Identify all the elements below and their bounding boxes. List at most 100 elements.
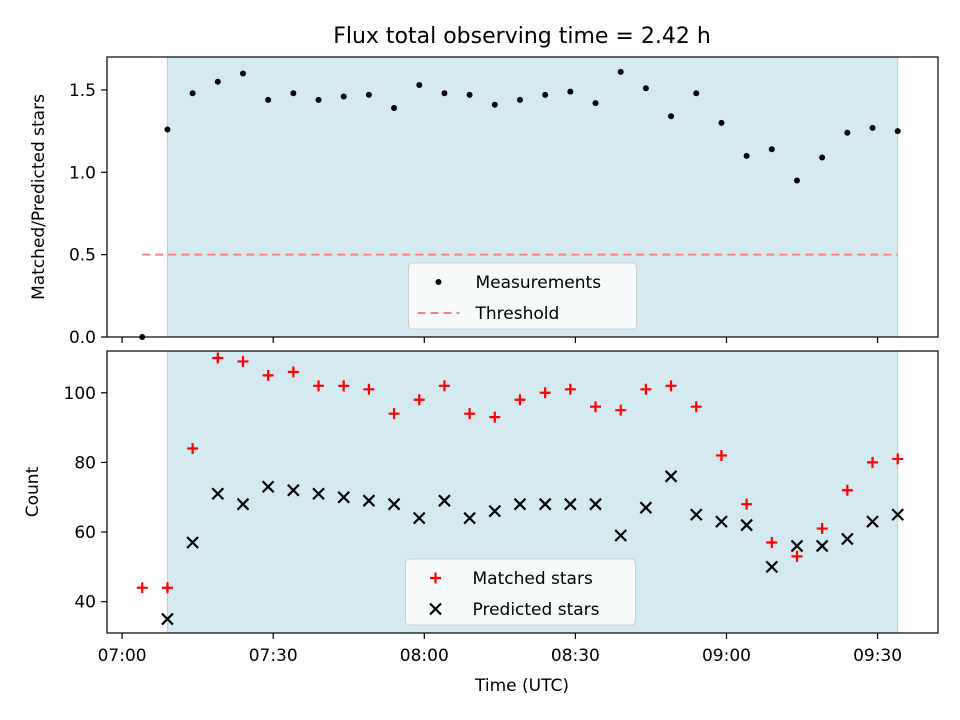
predicted-star-point <box>387 497 401 511</box>
predicted-star-point <box>312 487 325 501</box>
y-tick-label: 0.5 <box>69 246 96 266</box>
matched-star-point <box>338 380 350 392</box>
matched-star-point <box>287 366 299 378</box>
count-legend: Matched stars Predicted stars <box>405 558 636 626</box>
matched-star-point <box>791 550 803 562</box>
matched-star-point <box>313 380 325 392</box>
matched-star-point <box>161 582 173 594</box>
legend-label: Threshold <box>475 304 560 324</box>
matched-star-point <box>841 484 853 496</box>
y-tick-label: 0.0 <box>69 328 96 348</box>
matched-star-point <box>564 383 576 395</box>
matched-star-point <box>539 387 551 399</box>
y-tick-label: 80 <box>74 453 96 473</box>
predicted-star-point <box>362 494 376 507</box>
measurement-point <box>441 90 448 97</box>
matched-star-point <box>615 404 627 416</box>
matched-star-point <box>715 449 727 461</box>
measurement-point <box>516 96 523 103</box>
count-panel: 40 60 80 100 07:00 07:30 08:00 08:30 09:00 09:30 C… <box>23 350 939 666</box>
predicted-star-point <box>513 497 527 511</box>
measurement-point <box>542 91 549 98</box>
measurement-point <box>693 90 700 97</box>
predicted-star-point <box>186 536 199 549</box>
ratio-panel: 0.0 0.5 1.0 1.5 Matched/Predicted stars Measu… <box>29 56 939 348</box>
measurement-point <box>819 154 826 161</box>
legend-label: Measurements <box>476 273 602 293</box>
matched-star-point <box>464 408 476 420</box>
measurement-point <box>718 119 725 126</box>
legend-label: Predicted stars <box>473 600 600 620</box>
measurement-point <box>869 124 876 131</box>
measurement-point <box>592 100 599 107</box>
x-tick-label: 08:00 <box>400 646 449 666</box>
measurement-point <box>265 96 272 103</box>
measurement-point <box>567 88 574 95</box>
y-tick-label: 40 <box>74 593 96 613</box>
predicted-star-point <box>589 497 602 511</box>
predicted-star-point <box>715 515 728 528</box>
matched-star-point <box>187 442 199 454</box>
predicted-star-point <box>337 490 350 504</box>
predicted-star-point <box>664 470 678 483</box>
matched-star-point <box>489 411 501 423</box>
matched-star-point <box>892 453 904 465</box>
x-axis-label: Time (UTC) <box>474 676 569 696</box>
predicted-star-point <box>689 508 703 521</box>
predicted-star-point <box>236 497 250 511</box>
measurement-point <box>214 78 221 85</box>
predicted-star-point <box>765 560 779 574</box>
legend-box <box>405 558 636 626</box>
x-tick-label: 07:00 <box>98 646 147 666</box>
measurement-point <box>164 126 171 133</box>
x-tick-label: 09:00 <box>702 646 751 666</box>
y-tick-label: 100 <box>64 384 96 404</box>
measurement-point <box>668 113 675 120</box>
predicted-star-point <box>261 480 275 494</box>
ratio-axes-frame <box>106 56 939 338</box>
measurement-point <box>290 90 297 97</box>
legend-predicted-marker <box>429 602 442 616</box>
count-axes-frame <box>106 350 939 634</box>
matched-star-point <box>766 536 778 548</box>
matched-star-point <box>816 523 828 535</box>
predicted-star-point <box>463 511 476 525</box>
measurement-point <box>642 85 649 92</box>
predicted-star-point <box>538 497 552 511</box>
ratio-legend: Measurements Threshold <box>408 262 637 330</box>
x-tick-label: 08:30 <box>551 646 600 666</box>
matched-star-point <box>665 380 677 392</box>
predicted-star-point <box>815 539 829 553</box>
predicted-star-point <box>161 612 174 626</box>
matched-star-point <box>514 394 526 406</box>
matched-star-point <box>640 383 652 395</box>
measurement-point <box>894 128 901 135</box>
matched-star-point <box>388 408 400 420</box>
matched-star-point <box>741 498 753 510</box>
y-tick-label: 60 <box>74 523 96 543</box>
y-tick-label: 1.5 <box>69 81 96 101</box>
matched-star-point <box>136 582 148 594</box>
predicted-star-point <box>438 494 451 507</box>
predicted-star-point <box>564 497 577 511</box>
measurement-point <box>768 146 775 153</box>
legend-label: Matched stars <box>473 569 593 589</box>
y-tick-label: 1.0 <box>69 163 96 183</box>
legend-matched-marker <box>430 572 441 584</box>
predicted-star-point <box>866 515 879 528</box>
matched-star-point <box>690 401 702 413</box>
predicted-star-point <box>639 501 653 514</box>
legend-box <box>408 262 637 330</box>
matched-star-point <box>363 383 375 395</box>
matched-star-point <box>262 369 274 381</box>
legend-measurement-marker <box>435 279 442 285</box>
predicted-star-point <box>412 511 426 525</box>
matched-star-point <box>590 401 602 413</box>
matched-star-point <box>237 355 249 367</box>
measurement-point <box>315 96 322 103</box>
measurement-point <box>365 91 372 98</box>
count-y-axis-label: Count <box>23 466 43 517</box>
measurement-point <box>617 68 624 75</box>
matched-star-point <box>438 380 450 392</box>
